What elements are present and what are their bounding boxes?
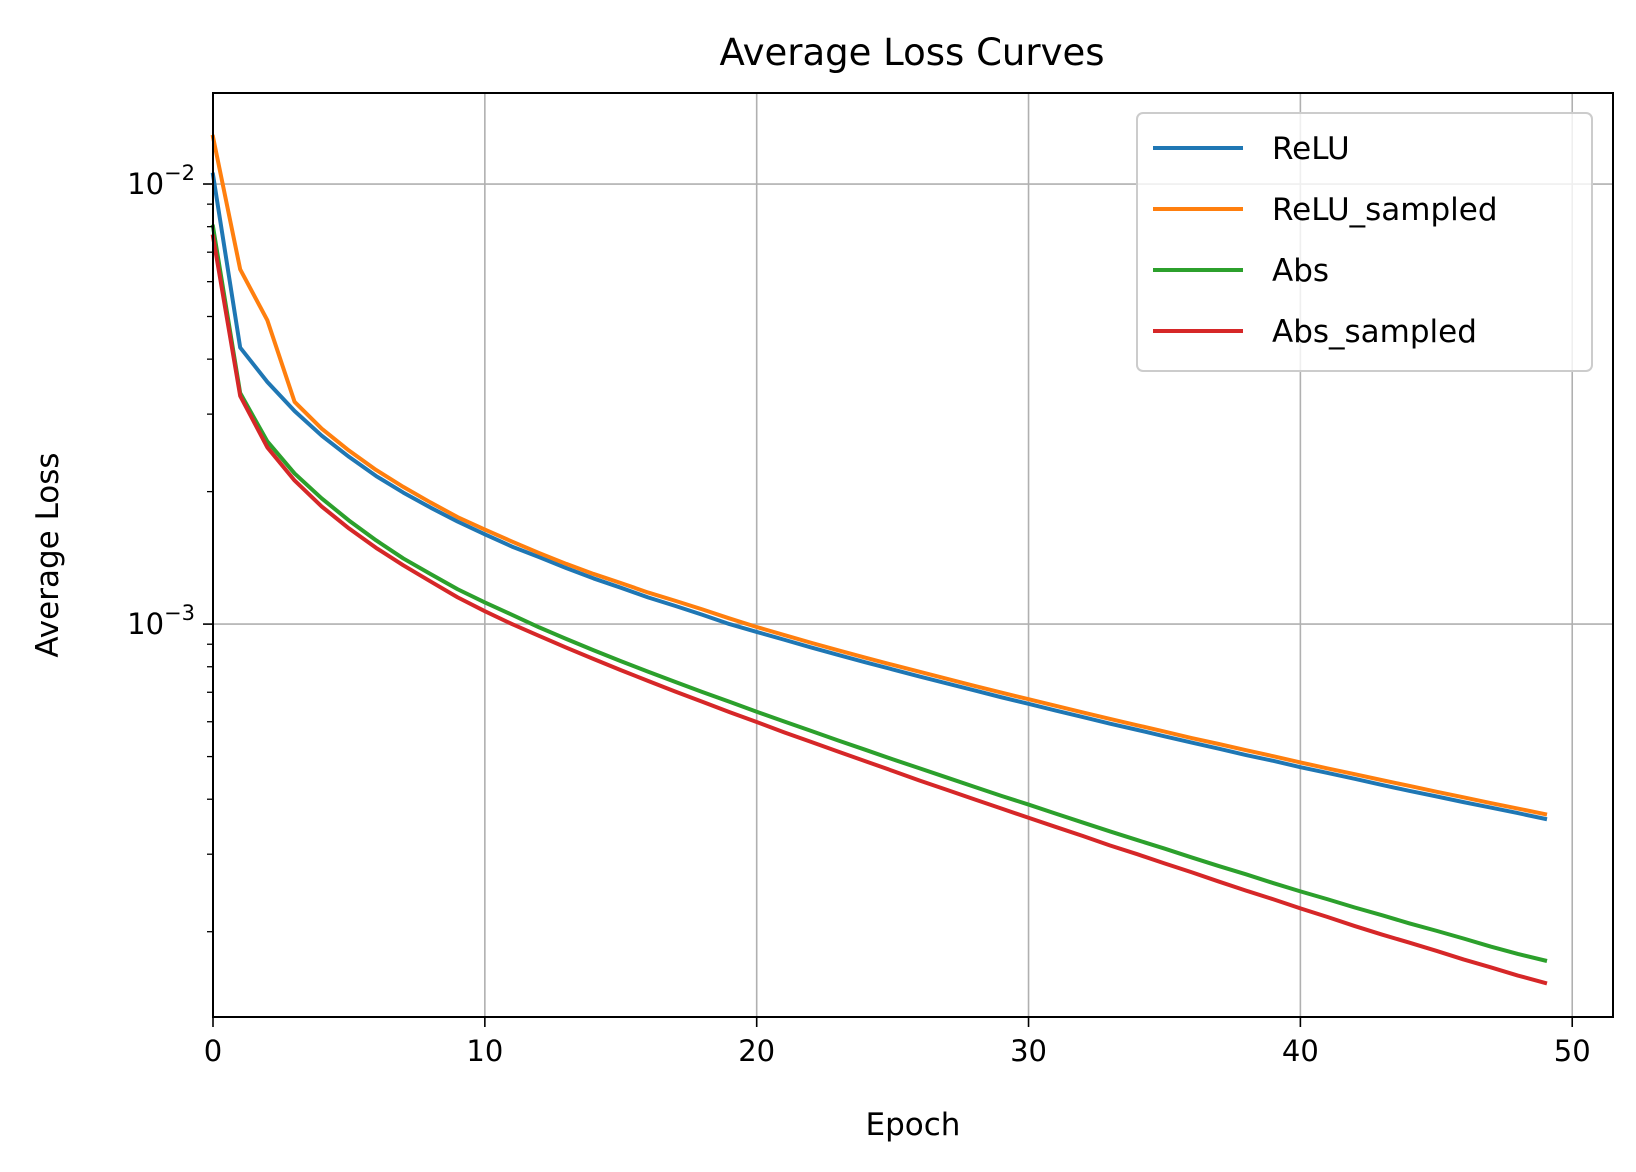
x-tick-label: 20 [738, 1034, 775, 1068]
legend-label: ReLU_sampled [1272, 192, 1498, 228]
plot-frame [212, 92, 1614, 1018]
y-tick-label: 10−3 [127, 601, 195, 641]
series-line-relu [210, 172, 1548, 822]
series-lines [210, 134, 1548, 986]
series-line-abs-sampled [210, 234, 1548, 986]
x-axis-label: Epoch [866, 1107, 961, 1143]
x-tick-label: 50 [1554, 1034, 1591, 1068]
y-tick-label: 10−2 [127, 161, 195, 201]
x-tick-label: 10 [466, 1034, 503, 1068]
legend-box [1136, 112, 1593, 372]
chart-title: Average Loss Curves [719, 31, 1104, 74]
series-line-abs [210, 224, 1548, 963]
legend-label: Abs_sampled [1272, 314, 1477, 350]
series-line-relu-sampled [210, 134, 1548, 817]
legend-label: ReLU [1272, 131, 1350, 167]
y-axis-label: Average Loss [30, 452, 66, 657]
x-tick-label: 30 [1010, 1034, 1047, 1068]
axis-ticks: 0 10 20 30 40 50 10−3 10−2 [127, 161, 1591, 1068]
x-tick-label: 40 [1282, 1034, 1319, 1068]
legend-label: Abs [1272, 253, 1329, 289]
legend: ReLU ReLU_sampled Abs Abs_sampled [1136, 112, 1593, 372]
x-tick-label: 0 [204, 1034, 222, 1068]
